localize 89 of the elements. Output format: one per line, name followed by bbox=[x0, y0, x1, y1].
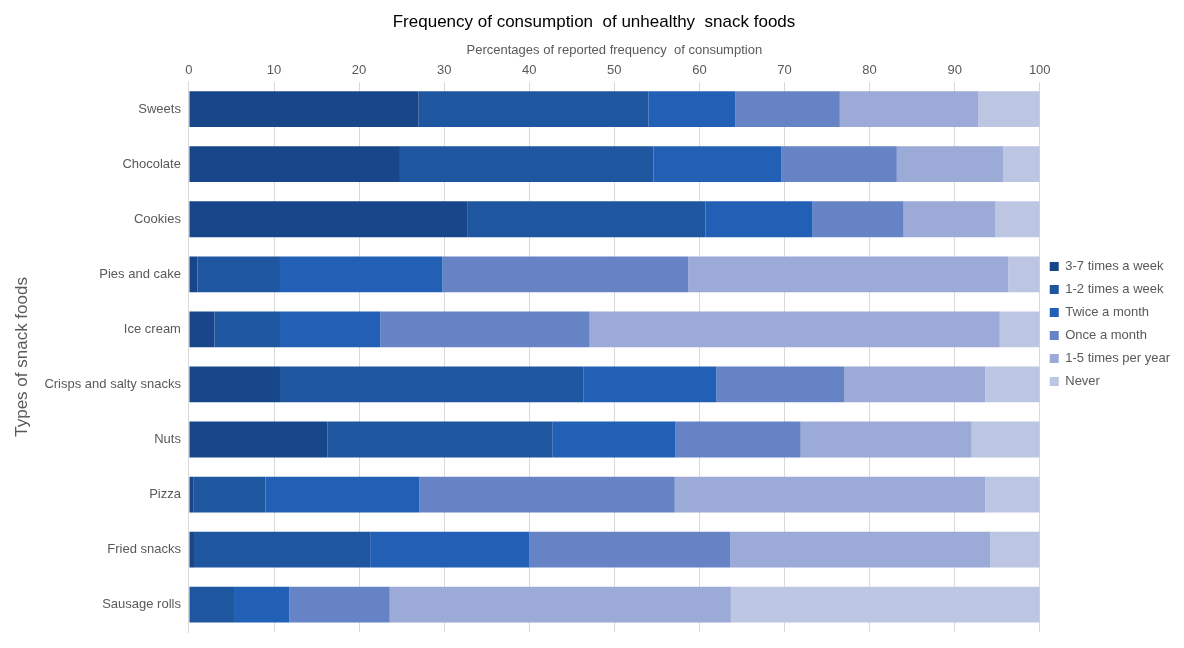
chart-title: Frequency of consumption of unhealthy snack foods bbox=[392, 11, 796, 31]
bar bbox=[800, 421, 972, 458]
bar bbox=[194, 531, 371, 568]
x-axis-title: Percentages of reported frequency of consumption bbox=[466, 41, 763, 57]
bar bbox=[189, 146, 400, 183]
bar bbox=[279, 311, 381, 348]
legend-label: 1-2 times a week bbox=[1065, 281, 1164, 297]
bar bbox=[529, 531, 731, 568]
x-tick-label: 90 bbox=[947, 62, 962, 78]
bar bbox=[648, 91, 736, 128]
bar bbox=[552, 421, 676, 458]
bar bbox=[781, 146, 897, 183]
bar bbox=[189, 311, 215, 348]
bar bbox=[995, 201, 1040, 238]
y-tick-label: Sweets bbox=[138, 100, 182, 116]
bar bbox=[279, 366, 584, 403]
y-tick-label: Ice cream bbox=[123, 320, 181, 336]
y-axis-title: Types of snack foods bbox=[11, 277, 31, 437]
bar bbox=[688, 256, 1009, 293]
bar bbox=[189, 256, 198, 293]
bar bbox=[839, 91, 979, 128]
bar bbox=[189, 366, 280, 403]
bar bbox=[730, 531, 991, 568]
bar bbox=[674, 476, 986, 513]
bar bbox=[189, 421, 328, 458]
bar bbox=[399, 146, 654, 183]
bar bbox=[971, 421, 1040, 458]
bar bbox=[903, 201, 996, 238]
bar bbox=[189, 476, 194, 513]
bar bbox=[189, 201, 468, 238]
y-tick-label: Pies and cake bbox=[99, 265, 181, 281]
bar bbox=[380, 311, 590, 348]
x-tick-label: 70 bbox=[777, 62, 792, 78]
bar bbox=[389, 586, 731, 623]
y-tick-label: Cookies bbox=[133, 210, 182, 226]
y-tick-label: Fried snacks bbox=[107, 541, 182, 557]
bar bbox=[812, 201, 904, 238]
y-tick-label: Sausage rolls bbox=[102, 596, 182, 612]
bar bbox=[419, 476, 675, 513]
bar bbox=[985, 366, 1040, 403]
bar bbox=[990, 531, 1040, 568]
legend-label: Twice a month bbox=[1065, 304, 1150, 320]
bar bbox=[985, 476, 1040, 513]
bar bbox=[189, 91, 419, 128]
bar bbox=[442, 256, 689, 293]
bar bbox=[896, 146, 1004, 183]
bar bbox=[214, 311, 280, 348]
bar bbox=[730, 586, 1040, 623]
bar bbox=[735, 91, 840, 128]
bar bbox=[844, 366, 986, 403]
bar bbox=[418, 91, 649, 128]
bar bbox=[370, 531, 530, 568]
x-tick-label: 20 bbox=[351, 62, 367, 78]
bar bbox=[279, 256, 443, 293]
bar bbox=[978, 91, 1040, 128]
bar bbox=[716, 366, 845, 403]
legend-label: Never bbox=[1065, 373, 1101, 389]
x-tick-label: 60 bbox=[692, 62, 707, 78]
bar bbox=[189, 586, 235, 623]
legend-label: 3-7 times a week bbox=[1065, 258, 1164, 274]
x-tick-label: 50 bbox=[607, 62, 622, 78]
legend-label: 1-5 times per year bbox=[1065, 350, 1171, 366]
legend-label: Once a month bbox=[1065, 327, 1147, 343]
bar bbox=[589, 311, 1000, 348]
bar bbox=[583, 366, 717, 403]
x-tick-label: 0 bbox=[185, 62, 193, 78]
x-tick-label: 40 bbox=[522, 62, 537, 78]
x-tick-label: 10 bbox=[266, 62, 282, 78]
bar bbox=[999, 311, 1040, 348]
bar bbox=[1003, 146, 1040, 183]
bar bbox=[189, 531, 195, 568]
bar bbox=[197, 256, 280, 293]
bar bbox=[675, 421, 801, 458]
bar bbox=[467, 201, 706, 238]
y-tick-label: Crisps and salty snacks bbox=[44, 376, 182, 392]
x-tick-label: 30 bbox=[436, 62, 452, 78]
bar bbox=[234, 586, 290, 623]
y-tick-label: Nuts bbox=[154, 431, 182, 447]
x-tick-label: 80 bbox=[862, 62, 877, 78]
y-tick-label: Chocolate bbox=[122, 155, 181, 171]
bar bbox=[327, 421, 553, 458]
y-tick-label: Pizza bbox=[149, 486, 182, 502]
bar bbox=[1008, 256, 1040, 293]
bar bbox=[289, 586, 390, 623]
bar bbox=[193, 476, 266, 513]
x-tick-label: 100 bbox=[1028, 62, 1051, 78]
bar bbox=[705, 201, 813, 238]
bar bbox=[265, 476, 420, 513]
bar bbox=[653, 146, 782, 183]
